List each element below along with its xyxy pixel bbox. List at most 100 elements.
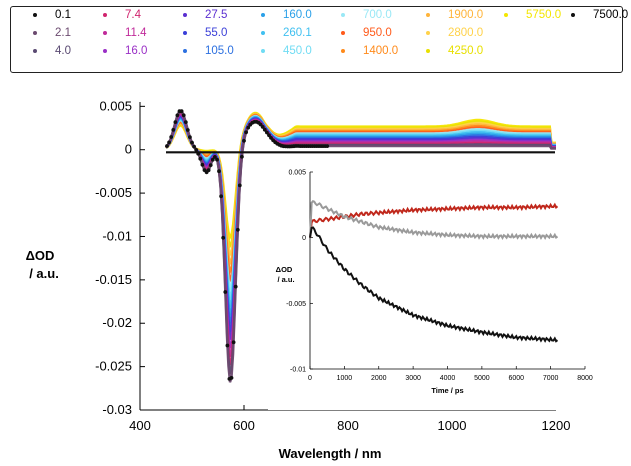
series-point [265,130,269,135]
inset-y-tick-label: 0.005 [288,170,306,177]
series-point [206,168,211,173]
y-tick-label: -0.01 [102,228,132,243]
series-point [262,127,267,132]
y-tick-label: -0.025 [95,359,132,374]
legend-label: 2800.0 [448,27,484,39]
legend-marker [426,31,430,35]
series-point [267,133,271,138]
inset-x-tick-label: 5000 [474,375,490,382]
legend-label: 950.0 [363,27,392,39]
inset-x-axis-label: Time / ps [431,386,463,395]
series-point [192,144,197,149]
x-axis-label: Wavelength / nm [279,446,382,461]
x-tick-label: 400 [129,418,151,433]
legend-label: 11.4 [125,27,147,39]
legend-item: 160.0 [261,9,312,21]
inset-y-axis-label-line1: ΔOD [276,265,293,274]
series-point [219,194,224,199]
inset-x-tick-label: 2000 [371,375,387,382]
legend-item: 4.0 [33,45,71,57]
legend-marker [103,31,107,35]
series-point [240,154,244,159]
legend-item: 27.5 [183,9,227,21]
legend-marker [33,13,37,17]
legend-item: 16.0 [103,45,147,57]
inset-y-axis-label-line2: / a.u. [277,275,294,284]
legend-marker [261,13,265,17]
legend-label: 7.4 [125,9,141,21]
legend-marker [341,31,345,35]
series-point [210,157,215,162]
series-point [190,140,194,145]
series-point [167,140,172,145]
legend: 0.1 2.1 4.0 7.4 11.4 16.0 27.5 55.0 105.0 160.0 26… [10,6,628,73]
y-tick-label: 0 [125,142,132,157]
series-point [173,120,178,124]
main-data [165,109,556,383]
legend-item: 950.0 [341,27,392,39]
series-point [244,130,249,135]
inset-x-tick-label: 0 [308,375,312,382]
y-axis-label-line2: / a.u. [29,266,59,281]
series-point [231,340,236,345]
series-point [246,125,251,130]
legend-label: 7500.0 [593,9,629,21]
series-point [165,144,169,148]
y-axis-label-line1: ΔOD [26,248,55,263]
legend-marker [341,13,345,17]
legend-marker [33,49,37,53]
legend-item: 105.0 [183,45,234,57]
series-point [217,169,221,174]
legend-label: 27.5 [205,9,228,21]
legend-marker [261,49,265,53]
inset-background [268,160,598,410]
inset-y-tick-label: -0.01 [290,367,306,374]
series-point [196,151,201,156]
series-point [235,227,240,232]
series-point [200,162,205,167]
inset-x-tick-label: 4000 [440,375,456,382]
series-point [185,128,190,132]
series-point [237,183,242,188]
inset-series-line [309,226,559,343]
legend-marker [426,13,430,17]
legend-item: 0.1 [33,9,71,21]
series-point [188,135,192,140]
series-point [179,109,184,114]
inset-series-line [309,200,559,241]
legend-item: 700.0 [341,9,392,21]
inset-y-tick-label: 0 [302,235,306,242]
series-point [229,376,234,380]
series-point [198,156,203,161]
inset-y-tick-label: -0.005 [286,301,306,308]
series-point [213,155,217,159]
legend-label: 1900.0 [448,9,484,21]
legend-item: 450.0 [261,45,312,57]
inset-x-tick-label: 6000 [508,375,524,382]
y-tick-label: -0.005 [95,185,132,200]
legend-item: 11.4 [103,27,147,39]
series-point [171,127,176,132]
legend-label: 55.0 [205,27,228,39]
legend-label: 105.0 [205,45,234,57]
legend-label: 160.0 [283,9,312,21]
legend-label: 2.1 [55,27,71,39]
series-point [194,148,199,152]
series-point [260,125,265,129]
legend-item: 4250.0 [426,45,483,57]
series-point [233,284,238,289]
legend-item: 2.1 [33,27,71,39]
x-tick-label: 600 [233,418,255,433]
legend-marker [183,31,187,35]
legend-label: 1400.0 [363,45,399,57]
inset-chart: 0 1000 2000 3000 4000 5000 6000 7000 80000.0050-… [268,160,598,410]
legend-marker [33,31,37,35]
legend-label: 0.1 [55,9,71,21]
inset-x-tick-label: 1000 [337,375,353,382]
y-tick-label: -0.03 [102,402,132,417]
legend-item: 55.0 [183,27,227,39]
series-point [225,343,230,348]
y-tick-label: -0.015 [95,272,132,287]
legend-label: 450.0 [283,45,312,57]
